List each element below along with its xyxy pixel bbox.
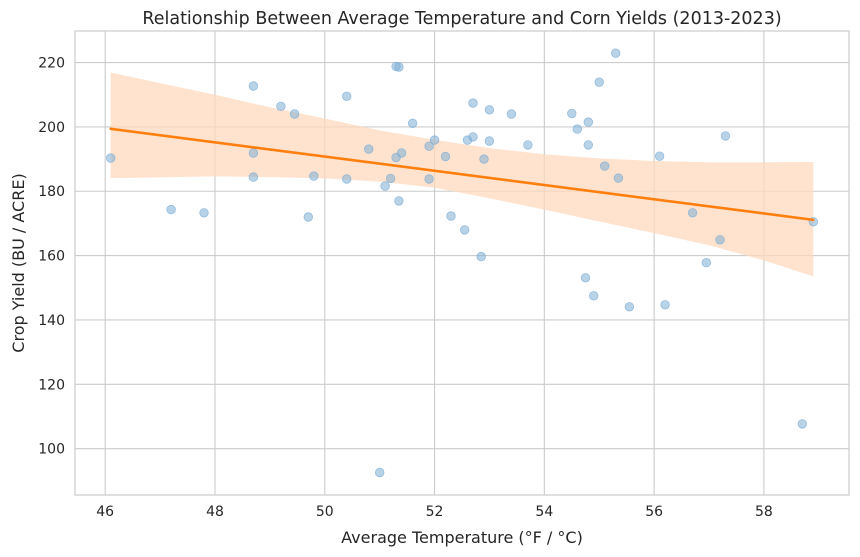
x-axis-title: Average Temperature (°F / °C): [341, 528, 583, 547]
data-point: [375, 467, 385, 478]
data-point: [594, 77, 604, 87]
y-tick-label: 180: [38, 184, 65, 200]
data-point: [407, 118, 418, 129]
data-point: [460, 225, 470, 235]
data-point: [424, 174, 434, 184]
data-point: [687, 208, 698, 218]
plot-frame: [74, 30, 850, 496]
data-point: [654, 151, 665, 161]
x-tick-label: 48: [206, 504, 224, 520]
x-axis-ticks: 46 48 50 52 54 56 58: [96, 504, 773, 520]
data-point: [440, 151, 451, 162]
y-tick-label: 120: [38, 377, 65, 393]
data-point: [446, 211, 456, 221]
data-point: [589, 291, 599, 301]
x-tick-label: 56: [645, 504, 663, 520]
data-point: [720, 131, 731, 141]
x-tick-label: 58: [755, 504, 773, 520]
data-point: [105, 153, 116, 163]
x-tick-label: 52: [426, 504, 444, 520]
data-point: [572, 124, 583, 134]
data-point: [199, 208, 209, 218]
data-point: [364, 144, 374, 154]
data-point: [468, 132, 478, 142]
y-tick-label: 100: [38, 442, 65, 458]
data-point: [248, 81, 259, 91]
data-point: [479, 154, 489, 164]
data-point: [624, 302, 635, 312]
y-tick-label: 220: [38, 56, 65, 72]
data-point: [396, 148, 407, 158]
data-point: [484, 105, 495, 115]
data-point: [289, 109, 300, 119]
grid: [75, 31, 849, 495]
data-point: [660, 300, 670, 310]
trend-line: [109, 127, 815, 222]
data-point: [611, 48, 621, 58]
data-point: [523, 140, 533, 150]
data-point: [476, 251, 486, 262]
x-tick-label: 50: [316, 504, 334, 520]
x-tick-label: 54: [535, 504, 553, 520]
data-point: [166, 204, 176, 215]
data-point: [600, 161, 610, 171]
data-point: [484, 136, 495, 146]
y-axis-title: Crop Yield (BU / ACRE): [9, 173, 28, 352]
data-point: [583, 140, 594, 150]
y-tick-label: 160: [38, 249, 65, 265]
data-point: [567, 108, 577, 119]
data-point: [394, 62, 404, 72]
data-point: [701, 258, 712, 268]
chart-title: Relationship Between Average Temperature…: [142, 9, 781, 29]
data-point: [342, 174, 352, 184]
data-point: [424, 141, 434, 151]
data-point: [797, 419, 808, 429]
data-point: [715, 235, 725, 245]
data-point: [583, 117, 594, 127]
data-point: [248, 172, 259, 182]
y-tick-label: 200: [38, 120, 65, 136]
data-point: [248, 148, 259, 158]
data-point: [580, 273, 591, 283]
y-axis-ticks: 100 120 140 160 180 200 220: [38, 56, 65, 458]
data-point: [613, 173, 624, 183]
data-point: [385, 173, 396, 184]
data-points: [105, 48, 819, 478]
data-point: [380, 181, 390, 191]
data-point: [342, 91, 352, 102]
data-point: [468, 98, 478, 108]
y-tick-label: 140: [38, 313, 65, 329]
data-point: [506, 109, 517, 119]
data-point: [429, 135, 440, 145]
x-tick-label: 46: [96, 504, 114, 520]
data-point: [394, 196, 404, 206]
data-point: [276, 101, 286, 112]
data-point: [309, 171, 319, 181]
data-point: [303, 212, 314, 222]
